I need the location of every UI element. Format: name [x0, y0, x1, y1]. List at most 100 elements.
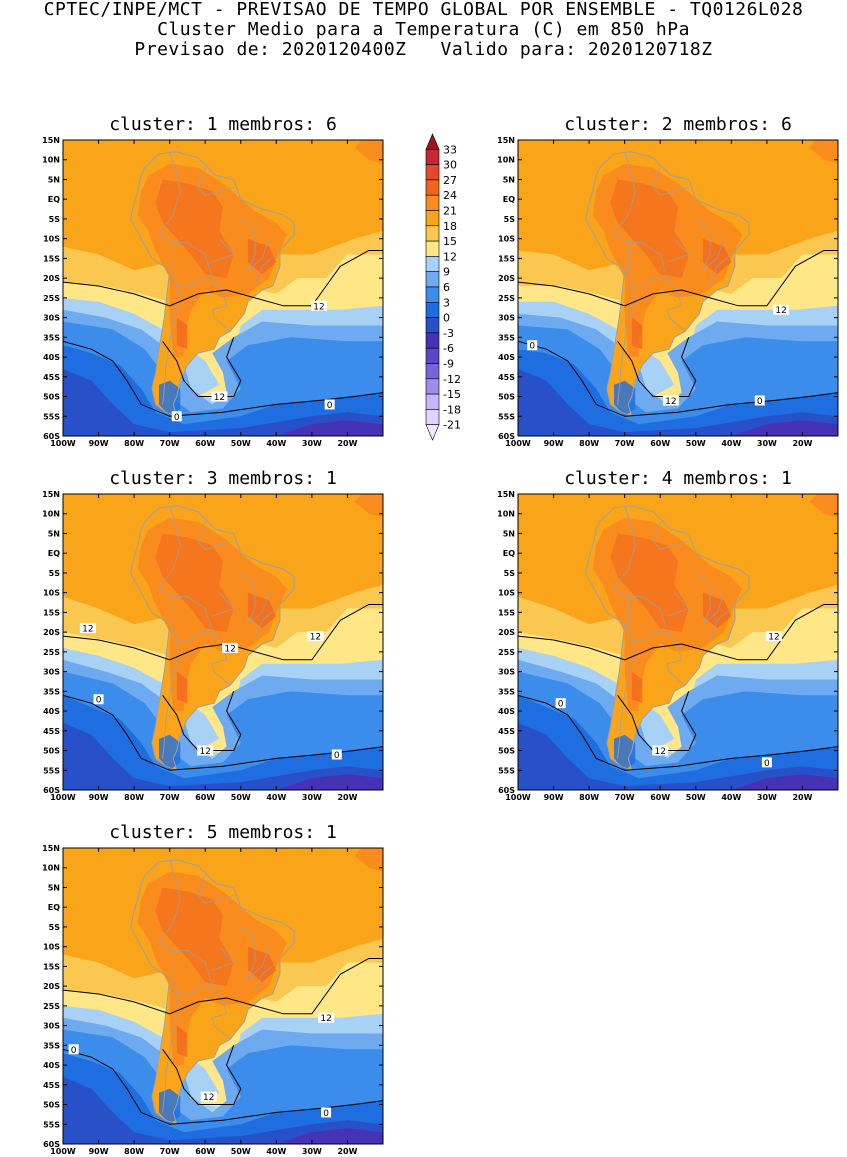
lon-tick-label: 20W — [337, 439, 357, 448]
lat-tick-label: EQ — [48, 549, 60, 558]
lat-tick-label: 5S — [49, 569, 61, 578]
lat-tick-label: 10N — [42, 864, 60, 873]
lon-tick-label: 60W — [650, 793, 670, 802]
lon-tick-label: 50W — [231, 439, 251, 448]
lat-tick-label: 40S — [498, 707, 515, 716]
lat-tick-label: EQ — [503, 195, 515, 204]
contour-line — [162, 1045, 242, 1105]
lat-tick-label: 50S — [498, 747, 515, 756]
panel-title: cluster: 5 membros: 1 — [109, 822, 337, 843]
temperature-field — [518, 140, 838, 436]
lon-tick-label: 100W — [505, 793, 531, 802]
svg-text:12: 12 — [214, 393, 225, 403]
svg-text:12: 12 — [224, 644, 235, 654]
lat-tick-label: 25S — [498, 648, 515, 657]
svg-text:0: 0 — [757, 397, 763, 407]
lon-tick-label: 50W — [686, 439, 706, 448]
lon-tick-label: 70W — [615, 439, 635, 448]
lon-tick-label: 50W — [231, 793, 251, 802]
contour-label: 12 — [311, 300, 327, 312]
map-frame — [62, 139, 384, 437]
lat-tick-label: 60S — [43, 1140, 60, 1149]
colorbar-label: 3 — [443, 296, 450, 309]
lat-tick-label: 5N — [503, 175, 515, 184]
colorbar-label: -21 — [443, 419, 461, 432]
lat-tick-label: 30S — [43, 314, 60, 323]
contour-label: 12 — [652, 745, 669, 757]
lon-tick-label: 80W — [124, 1147, 144, 1156]
title-line-1: CPTEC/INPE/MCT - PREVISAO DE TEMPO GLOBA… — [43, 0, 804, 20]
map-frame — [62, 493, 384, 791]
lon-tick-label: 40W — [266, 793, 286, 802]
lat-tick-label: 5S — [504, 215, 516, 224]
lat-tick-label: 10S — [43, 943, 60, 952]
lon-tick-label: 30W — [302, 793, 322, 802]
colorbar-label: -15 — [443, 388, 461, 401]
lat-tick-label: 35S — [43, 1041, 60, 1050]
panel-title: cluster: 2 membros: 6 — [564, 114, 792, 135]
svg-text:0: 0 — [71, 1046, 77, 1056]
lat-tick-label: EQ — [503, 549, 515, 558]
lat-tick-label: 45S — [43, 373, 60, 382]
lat-tick-label: 15N — [42, 136, 60, 145]
temperature-field — [63, 140, 383, 436]
lat-tick-label: 50S — [43, 747, 60, 756]
lat-tick-label: 15S — [43, 608, 60, 617]
contour-label: 0 — [321, 1107, 332, 1119]
lat-tick-label: 10N — [497, 156, 515, 165]
lat-tick-label: 5S — [504, 569, 516, 578]
svg-text:12: 12 — [665, 397, 676, 407]
lat-tick-label: 15S — [498, 608, 515, 617]
lon-tick-label: 50W — [686, 793, 706, 802]
lon-tick-label: 40W — [266, 439, 286, 448]
coastline — [585, 505, 750, 772]
contour-label: 0 — [331, 749, 342, 761]
svg-text:12: 12 — [320, 1014, 331, 1024]
map-panel-4: cluster: 4 membros: 1 12 12 0 0 15N 10N 5N EQ 5S 1… — [497, 468, 839, 802]
lat-tick-label: 15S — [498, 254, 515, 263]
lon-tick-label: 20W — [337, 793, 357, 802]
page-title: CPTEC/INPE/MCT - PREVISAO DE TEMPO GLOBA… — [0, 0, 847, 60]
lon-tick-label: 20W — [337, 1147, 357, 1156]
contour-line — [63, 604, 383, 661]
lat-tick-label: 10S — [43, 589, 60, 598]
svg-text:0: 0 — [764, 759, 770, 769]
colorbar-label: -6 — [443, 342, 454, 355]
lat-tick-label: 5N — [48, 175, 60, 184]
coastline — [130, 151, 295, 418]
lat-tick-label: 5N — [503, 529, 515, 538]
lat-tick-label: 20S — [498, 628, 515, 637]
svg-text:12: 12 — [199, 747, 210, 757]
colorbar-label: 6 — [443, 281, 450, 294]
lon-tick-label: 100W — [50, 793, 76, 802]
map-panel-3: cluster: 3 membros: 1 12 12 12 12 0 0 15N 10N 5N E… — [42, 468, 384, 802]
lat-tick-label: 10N — [42, 156, 60, 165]
map-panel-1: cluster: 1 membros: 6 12 12 0 0 15N 10N 5N EQ 5S 1… — [42, 114, 384, 448]
lon-tick-label: 100W — [505, 439, 531, 448]
lat-tick-label: 60S — [498, 432, 515, 441]
svg-text:0: 0 — [327, 401, 333, 411]
svg-text:0: 0 — [334, 751, 340, 761]
map-panel-5: cluster: 5 membros: 1 12 12 0 0 15N 10N 5N EQ 5S 1… — [42, 822, 384, 1156]
title-line-3: Previsao de: 2020120400Z Valido para: 20… — [134, 39, 713, 60]
lat-tick-label: 15N — [42, 844, 60, 853]
contour-line — [63, 958, 383, 1015]
colorbar-label: 33 — [443, 143, 457, 156]
lat-tick-label: 45S — [43, 727, 60, 736]
contour-label: 12 — [766, 631, 782, 643]
contour-label: 0 — [754, 395, 765, 407]
lon-tick-label: 20W — [792, 793, 812, 802]
colorbar-label: 15 — [443, 235, 457, 248]
lon-tick-label: 70W — [160, 793, 180, 802]
svg-text:12: 12 — [313, 302, 324, 312]
lat-tick-label: 45S — [43, 1081, 60, 1090]
lat-tick-label: 10S — [498, 235, 515, 244]
colorbar-label: 21 — [443, 205, 457, 218]
lon-tick-label: 100W — [50, 1147, 76, 1156]
svg-text:0: 0 — [323, 1109, 329, 1119]
contour-label: 12 — [79, 623, 96, 635]
contour-line — [617, 691, 697, 751]
lat-tick-label: 5N — [48, 529, 60, 538]
colorbar-label: 0 — [443, 312, 450, 325]
